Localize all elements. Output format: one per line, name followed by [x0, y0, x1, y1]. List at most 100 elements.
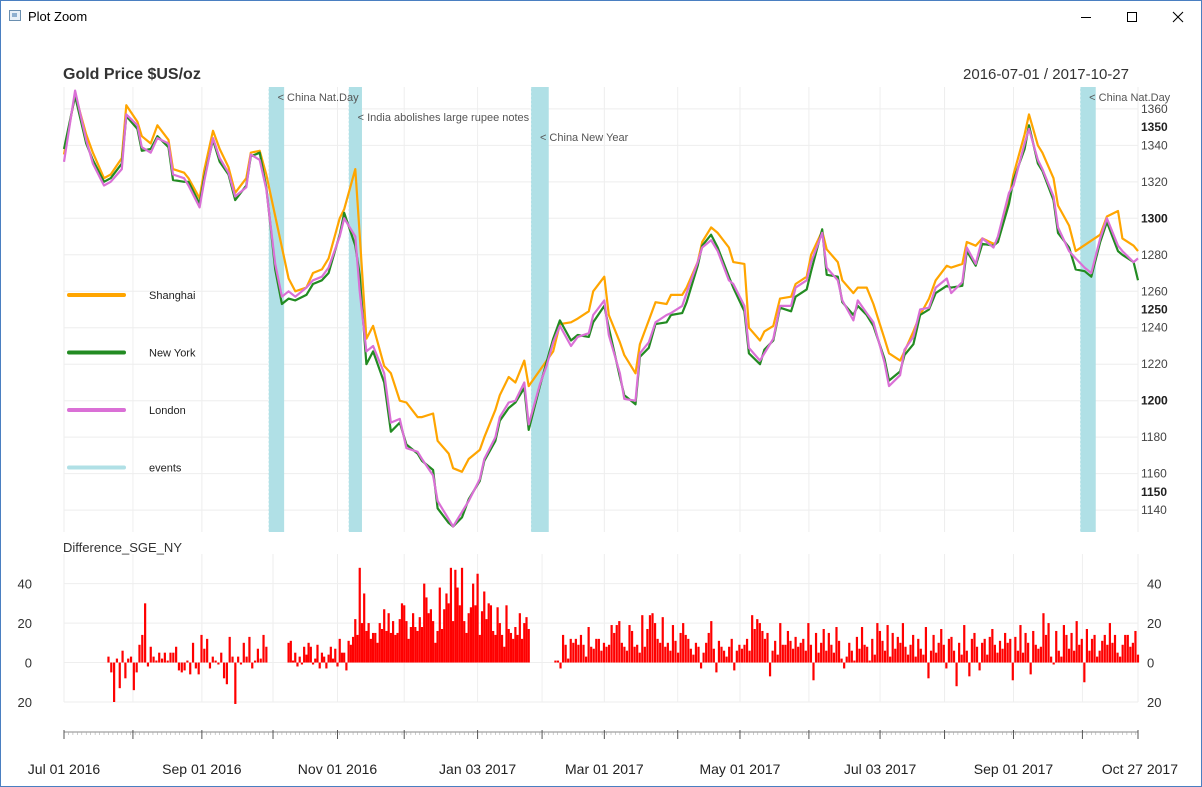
- diff-bar: [256, 648, 259, 663]
- diff-bar: [986, 654, 989, 663]
- maximize-icon: [1127, 11, 1137, 22]
- diff-bar: [958, 642, 961, 663]
- diff-bar: [186, 660, 189, 663]
- diff-bar: [692, 654, 695, 663]
- y-tick-label: 1140: [1141, 503, 1167, 517]
- diff-bar: [636, 644, 639, 663]
- diff-bar: [265, 646, 268, 663]
- diff-bar: [225, 662, 228, 685]
- y-tick-label: 1320: [1141, 175, 1168, 189]
- diff-bar: [590, 646, 593, 663]
- diff-bar: [1106, 644, 1109, 663]
- y-tick-label: 1340: [1141, 138, 1168, 152]
- diff-bar: [814, 632, 818, 663]
- diff-bar: [965, 650, 968, 663]
- y-tick-label: 1280: [1141, 248, 1168, 262]
- y-tick-label-bold: 1150: [1141, 485, 1167, 499]
- diff-bar: [1090, 638, 1094, 663]
- diff-bar: [743, 644, 746, 663]
- diff-bar: [259, 658, 262, 663]
- maximize-button[interactable]: [1109, 1, 1155, 32]
- diff-bar: [135, 662, 138, 673]
- diff-bar: [242, 642, 245, 663]
- diff-bar: [166, 660, 169, 663]
- diff-bar: [843, 662, 846, 669]
- diff-bar: [789, 640, 792, 663]
- diff-bar: [860, 627, 864, 663]
- diff-bar: [214, 660, 217, 663]
- y-tick-label: 1180: [1141, 430, 1167, 444]
- diff-bar: [886, 625, 889, 663]
- event-label: < China Nat.Day: [1089, 92, 1171, 104]
- diff-bar: [702, 652, 705, 663]
- diff-bar: [1016, 650, 1020, 663]
- diff-bar: [231, 656, 234, 663]
- minimize-button[interactable]: [1063, 1, 1109, 32]
- diff-bar: [1060, 656, 1063, 663]
- diff-bar: [1032, 630, 1035, 663]
- diff-bar: [414, 627, 417, 663]
- diff-bar: [1014, 636, 1017, 663]
- diff-bar: [722, 650, 726, 663]
- diff-bar: [452, 621, 455, 663]
- diff-bar: [804, 650, 807, 663]
- diff-bar: [993, 644, 997, 663]
- diff-y-tick-label-left: 20: [18, 616, 32, 631]
- diff-bar: [1004, 632, 1007, 663]
- diff-bar: [996, 652, 999, 663]
- diff-bar: [183, 662, 186, 671]
- diff-bar: [1029, 662, 1032, 675]
- diff-bar: [705, 642, 708, 663]
- diff-bar: [325, 662, 328, 669]
- legend-label: events: [149, 463, 182, 475]
- diff-bar: [840, 658, 843, 663]
- event-band: [530, 87, 549, 532]
- diff-bar: [458, 605, 461, 663]
- title-bar[interactable]: Plot Zoom: [1, 1, 1201, 32]
- diff-bar: [835, 627, 838, 663]
- event-label: < China New Year: [540, 132, 629, 144]
- diff-bar: [305, 654, 308, 663]
- diff-bar: [129, 656, 133, 663]
- diff-bar: [469, 607, 473, 663]
- diff-bar: [899, 642, 902, 663]
- diff-bar: [445, 593, 448, 663]
- diff-bar: [615, 625, 618, 663]
- diff-bar: [605, 646, 608, 663]
- diff-bar: [689, 648, 692, 663]
- close-button[interactable]: [1155, 1, 1201, 32]
- x-tick-label: Jul 01 2016: [28, 761, 101, 777]
- diff-bar: [929, 650, 933, 663]
- diff-bar: [715, 662, 718, 673]
- diff-bar: [712, 648, 715, 663]
- diff-bar: [564, 644, 567, 663]
- diff-bar: [582, 644, 585, 663]
- diff-bar: [222, 662, 226, 679]
- diff-bar: [646, 628, 649, 663]
- diff-bar: [367, 623, 370, 663]
- diff-bar: [848, 642, 851, 663]
- diff-bar: [579, 634, 583, 663]
- plot-window-icon: [9, 10, 21, 21]
- diff-bar: [349, 644, 352, 663]
- diff-bar: [169, 652, 172, 663]
- diff-bar: [456, 587, 459, 663]
- diff-bar: [503, 646, 506, 663]
- diff-bar: [434, 642, 437, 663]
- diff-bar: [208, 662, 212, 669]
- diff-y-tick-label-right: 20: [1147, 695, 1161, 710]
- diff-bar: [1119, 656, 1122, 663]
- diff-bar: [323, 656, 326, 663]
- diff-bar: [901, 623, 905, 663]
- diff-y-tick-label-left: 0: [25, 656, 32, 671]
- diff-bar: [146, 662, 150, 667]
- diff-bar: [1134, 630, 1137, 663]
- diff-bar: [1044, 634, 1048, 663]
- diff-bar: [172, 652, 175, 663]
- diff-bar: [253, 660, 257, 663]
- diff-bar: [771, 650, 774, 663]
- diff-bar: [738, 644, 741, 663]
- diff-bar: [398, 619, 401, 663]
- diff-bar: [592, 648, 595, 663]
- diff-bar: [699, 662, 703, 669]
